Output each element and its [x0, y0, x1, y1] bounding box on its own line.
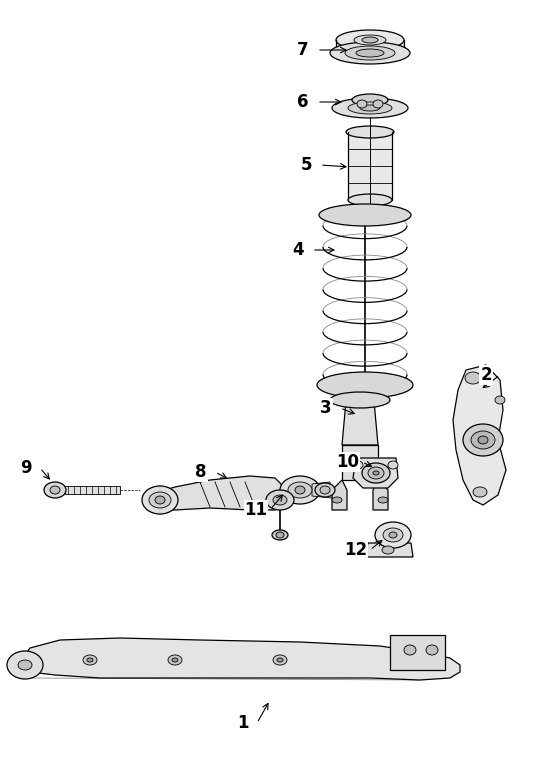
- Ellipse shape: [348, 194, 392, 206]
- Ellipse shape: [357, 100, 367, 108]
- Polygon shape: [353, 458, 398, 488]
- Ellipse shape: [362, 37, 378, 43]
- Ellipse shape: [404, 645, 416, 655]
- Polygon shape: [342, 390, 378, 445]
- Ellipse shape: [273, 495, 287, 505]
- Ellipse shape: [478, 436, 488, 444]
- Ellipse shape: [50, 486, 60, 494]
- Ellipse shape: [276, 532, 284, 538]
- Text: 7: 7: [297, 41, 309, 59]
- Ellipse shape: [346, 126, 394, 138]
- Polygon shape: [332, 480, 347, 510]
- Ellipse shape: [280, 476, 320, 504]
- Bar: [390, 635, 445, 670]
- Ellipse shape: [142, 486, 178, 514]
- Ellipse shape: [354, 35, 386, 45]
- Ellipse shape: [368, 467, 384, 479]
- Ellipse shape: [295, 486, 305, 494]
- Ellipse shape: [463, 424, 503, 456]
- Polygon shape: [18, 638, 460, 680]
- Ellipse shape: [87, 658, 93, 662]
- Polygon shape: [348, 132, 392, 200]
- Polygon shape: [373, 480, 388, 510]
- Ellipse shape: [373, 100, 383, 108]
- Ellipse shape: [320, 486, 330, 494]
- Ellipse shape: [382, 546, 394, 554]
- Ellipse shape: [266, 490, 294, 510]
- Text: 11: 11: [245, 501, 267, 519]
- Ellipse shape: [315, 483, 335, 497]
- Ellipse shape: [272, 530, 288, 540]
- Ellipse shape: [332, 497, 342, 503]
- Ellipse shape: [471, 431, 495, 449]
- Ellipse shape: [317, 372, 413, 398]
- Ellipse shape: [149, 492, 171, 508]
- Ellipse shape: [155, 496, 165, 504]
- Text: 12: 12: [344, 541, 367, 559]
- Ellipse shape: [389, 532, 397, 538]
- Polygon shape: [453, 365, 506, 505]
- Ellipse shape: [375, 522, 411, 548]
- Polygon shape: [158, 476, 285, 510]
- Ellipse shape: [288, 482, 312, 498]
- Ellipse shape: [273, 655, 287, 665]
- Ellipse shape: [332, 98, 408, 118]
- Ellipse shape: [388, 461, 398, 469]
- Ellipse shape: [330, 42, 410, 64]
- Ellipse shape: [336, 30, 404, 50]
- Ellipse shape: [360, 105, 380, 111]
- Ellipse shape: [345, 46, 395, 60]
- Ellipse shape: [83, 655, 97, 665]
- Ellipse shape: [352, 94, 388, 106]
- Ellipse shape: [319, 204, 411, 226]
- Ellipse shape: [353, 461, 363, 469]
- Text: 9: 9: [20, 459, 32, 477]
- Text: 4: 4: [292, 241, 304, 259]
- Text: 5: 5: [300, 156, 312, 174]
- Ellipse shape: [7, 651, 43, 679]
- Text: 6: 6: [297, 93, 309, 111]
- Ellipse shape: [473, 487, 487, 497]
- Bar: [65, 486, 120, 494]
- Ellipse shape: [168, 655, 182, 665]
- Polygon shape: [336, 40, 404, 53]
- Ellipse shape: [172, 658, 178, 662]
- Ellipse shape: [356, 49, 384, 57]
- Text: 8: 8: [195, 463, 207, 481]
- Ellipse shape: [18, 660, 32, 670]
- Ellipse shape: [348, 102, 392, 114]
- Text: 1: 1: [237, 714, 249, 732]
- Ellipse shape: [465, 372, 481, 384]
- Ellipse shape: [383, 528, 403, 542]
- Polygon shape: [365, 543, 413, 557]
- Ellipse shape: [362, 463, 390, 483]
- Polygon shape: [342, 445, 378, 480]
- Text: 2: 2: [480, 366, 492, 384]
- Text: 10: 10: [337, 453, 360, 471]
- Ellipse shape: [373, 471, 379, 475]
- Ellipse shape: [378, 497, 388, 503]
- Ellipse shape: [44, 482, 66, 498]
- Text: 3: 3: [320, 399, 332, 417]
- Ellipse shape: [426, 645, 438, 655]
- Polygon shape: [312, 482, 332, 498]
- Ellipse shape: [330, 392, 390, 408]
- Ellipse shape: [495, 396, 505, 404]
- Ellipse shape: [277, 658, 283, 662]
